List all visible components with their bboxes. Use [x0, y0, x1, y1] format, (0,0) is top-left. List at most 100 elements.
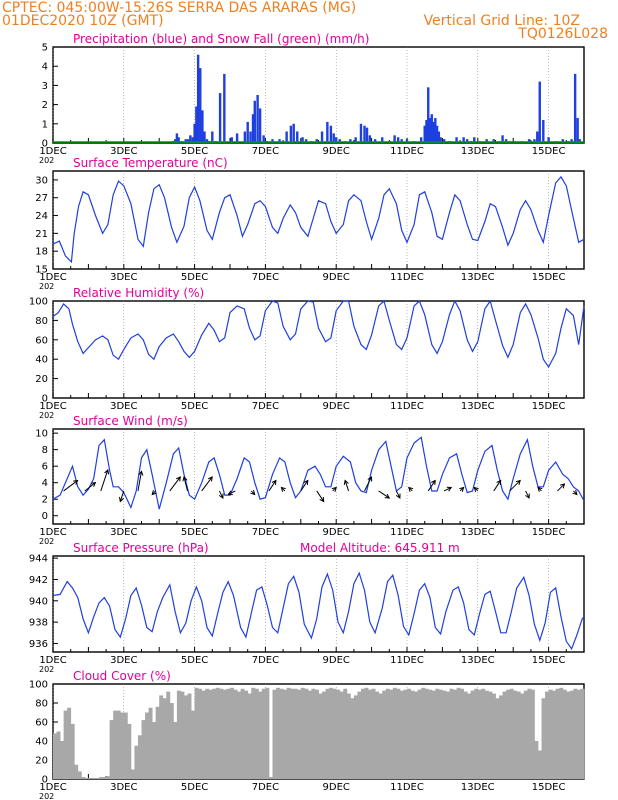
wind-frame: [52, 428, 585, 525]
precip-bar: [405, 139, 409, 143]
cloud-bar: [378, 693, 383, 779]
wind-arrow-head: [73, 479, 79, 485]
precip-bar: [573, 73, 577, 143]
precip-bar: [485, 139, 488, 143]
cloud-bar: [325, 688, 330, 779]
precip-bar: [437, 131, 441, 143]
cloud-bar: [307, 690, 312, 779]
cloud-bar: [445, 691, 450, 779]
wind-x-tick-label: 5DEC: [181, 527, 208, 538]
cloud-bar: [74, 764, 79, 779]
precip-bar: [285, 131, 288, 143]
wind-arrow-head: [227, 490, 233, 496]
precip-bar: [423, 125, 426, 143]
rh-y-tick-label: 60: [35, 335, 48, 346]
precip-bar: [253, 100, 256, 143]
wind-arrow-head: [515, 479, 521, 485]
precip-bar: [435, 125, 439, 143]
cloud-bar: [304, 688, 309, 779]
wind-arrow-head: [207, 476, 213, 482]
cloud-bar: [569, 690, 574, 779]
precip-bar: [278, 139, 281, 143]
temp-y-tick-label: 21: [35, 229, 48, 240]
precip-bar: [251, 114, 255, 143]
cloud-bar: [286, 687, 291, 779]
temp-x-tick-label: 13DEC: [461, 272, 495, 283]
precip-bar: [175, 133, 179, 143]
wind-y-tick-label: 0: [42, 511, 48, 522]
precip-x-tick-label: 3DEC: [110, 146, 137, 157]
cloud-bar: [130, 769, 135, 779]
cloud-bar: [127, 723, 132, 779]
precip-bar: [473, 137, 476, 143]
cloud-bar: [300, 687, 305, 779]
cloud-y-tick-label: 60: [35, 718, 48, 729]
wind-arrow-shaft: [364, 476, 372, 492]
cloud-bar: [460, 688, 465, 779]
cloud-bar: [523, 690, 528, 779]
precip-x-tick-label: 13DEC: [461, 146, 495, 157]
precip-panel: 1DEC 3DEC 5DEC 7DEC 9DEC 11DEC 13DEC 15DEC 202 0 1…: [39, 32, 585, 165]
precip-bar: [320, 131, 324, 143]
precip-bar: [199, 68, 202, 143]
precip-bar: [256, 95, 259, 143]
wind-arrow-head: [331, 486, 337, 492]
wind-x-tick-label: 15DEC: [532, 527, 566, 538]
cloud-bar: [297, 689, 302, 779]
header-model-id: TQ0126L028: [518, 26, 608, 42]
wind-arrow-head: [408, 486, 414, 492]
cloud-bar: [555, 688, 560, 779]
precip-bar: [301, 137, 304, 143]
cloud-bar: [509, 688, 514, 779]
wind-arrow-shaft: [183, 476, 189, 492]
wind-arrow-head: [104, 469, 110, 475]
cloud-bar: [99, 777, 103, 779]
rh-x-tick-label: 11DEC: [390, 401, 424, 412]
precip-bar: [501, 135, 504, 143]
cloud-bar: [311, 688, 316, 779]
rh-x-tick-label: 3DEC: [110, 401, 137, 412]
wind-arrow-shaft: [443, 487, 452, 492]
precip-bar: [427, 87, 430, 143]
cloud-bar: [134, 745, 139, 779]
cloud-bar: [495, 698, 500, 779]
precip-bar: [218, 93, 222, 143]
cloud-bar: [477, 689, 482, 779]
cloud-bar: [562, 689, 567, 779]
wind-arrow-head: [559, 483, 566, 489]
cloud-bar: [290, 688, 295, 779]
precip-bar: [462, 137, 465, 143]
pres-x-tick-label: 15DEC: [532, 655, 566, 666]
precip-bar: [201, 110, 204, 143]
cloud-bar: [456, 687, 461, 779]
cloud-bar: [481, 688, 486, 779]
cloud-bar: [183, 695, 188, 779]
pres-panel: 1DEC 3DEC 5DEC 7DEC 9DEC 11DEC 13DEC 15DEC 202 93…: [29, 541, 585, 674]
wind-arrow-shaft: [268, 480, 277, 492]
cloud-bar: [272, 689, 277, 779]
wind-arrow-head: [90, 481, 97, 487]
precip-bar: [292, 123, 295, 143]
cloud-bar: [137, 735, 142, 779]
temp-line: [52, 175, 585, 264]
wind-y-tick-label: 8: [42, 445, 48, 456]
cloud-bar: [389, 689, 394, 779]
wind-arrow-shaft: [427, 480, 436, 492]
precip-bar: [393, 135, 396, 143]
precip-bar: [349, 139, 352, 143]
cloud-bar: [491, 693, 496, 779]
wind-y-tick-label: 10: [35, 429, 48, 440]
cloud-panel: 1DEC 3DEC 5DEC 7DEC 9DEC 11DEC 13DEC 15DEC20202…: [29, 669, 585, 800]
wind-arrow-head: [182, 475, 188, 482]
precip-x-tick-label: 5DEC: [181, 146, 208, 157]
precip-bar: [396, 137, 400, 143]
pres-y-tick-label: 944: [29, 554, 48, 565]
cloud-bar: [346, 693, 351, 779]
pres-extra-label: Model Altitude: 645.911 m: [300, 541, 460, 555]
precip-bar: [203, 131, 206, 143]
cloud-bar: [506, 689, 511, 779]
rh-panel: 1DEC 3DEC 5DEC 7DEC 9DEC 11DEC 13DEC 15DEC20202…: [29, 286, 585, 420]
cloud-bar: [276, 687, 280, 779]
rh-y-tick-label: 0: [42, 394, 48, 405]
wind-arrow-shaft: [509, 480, 521, 492]
